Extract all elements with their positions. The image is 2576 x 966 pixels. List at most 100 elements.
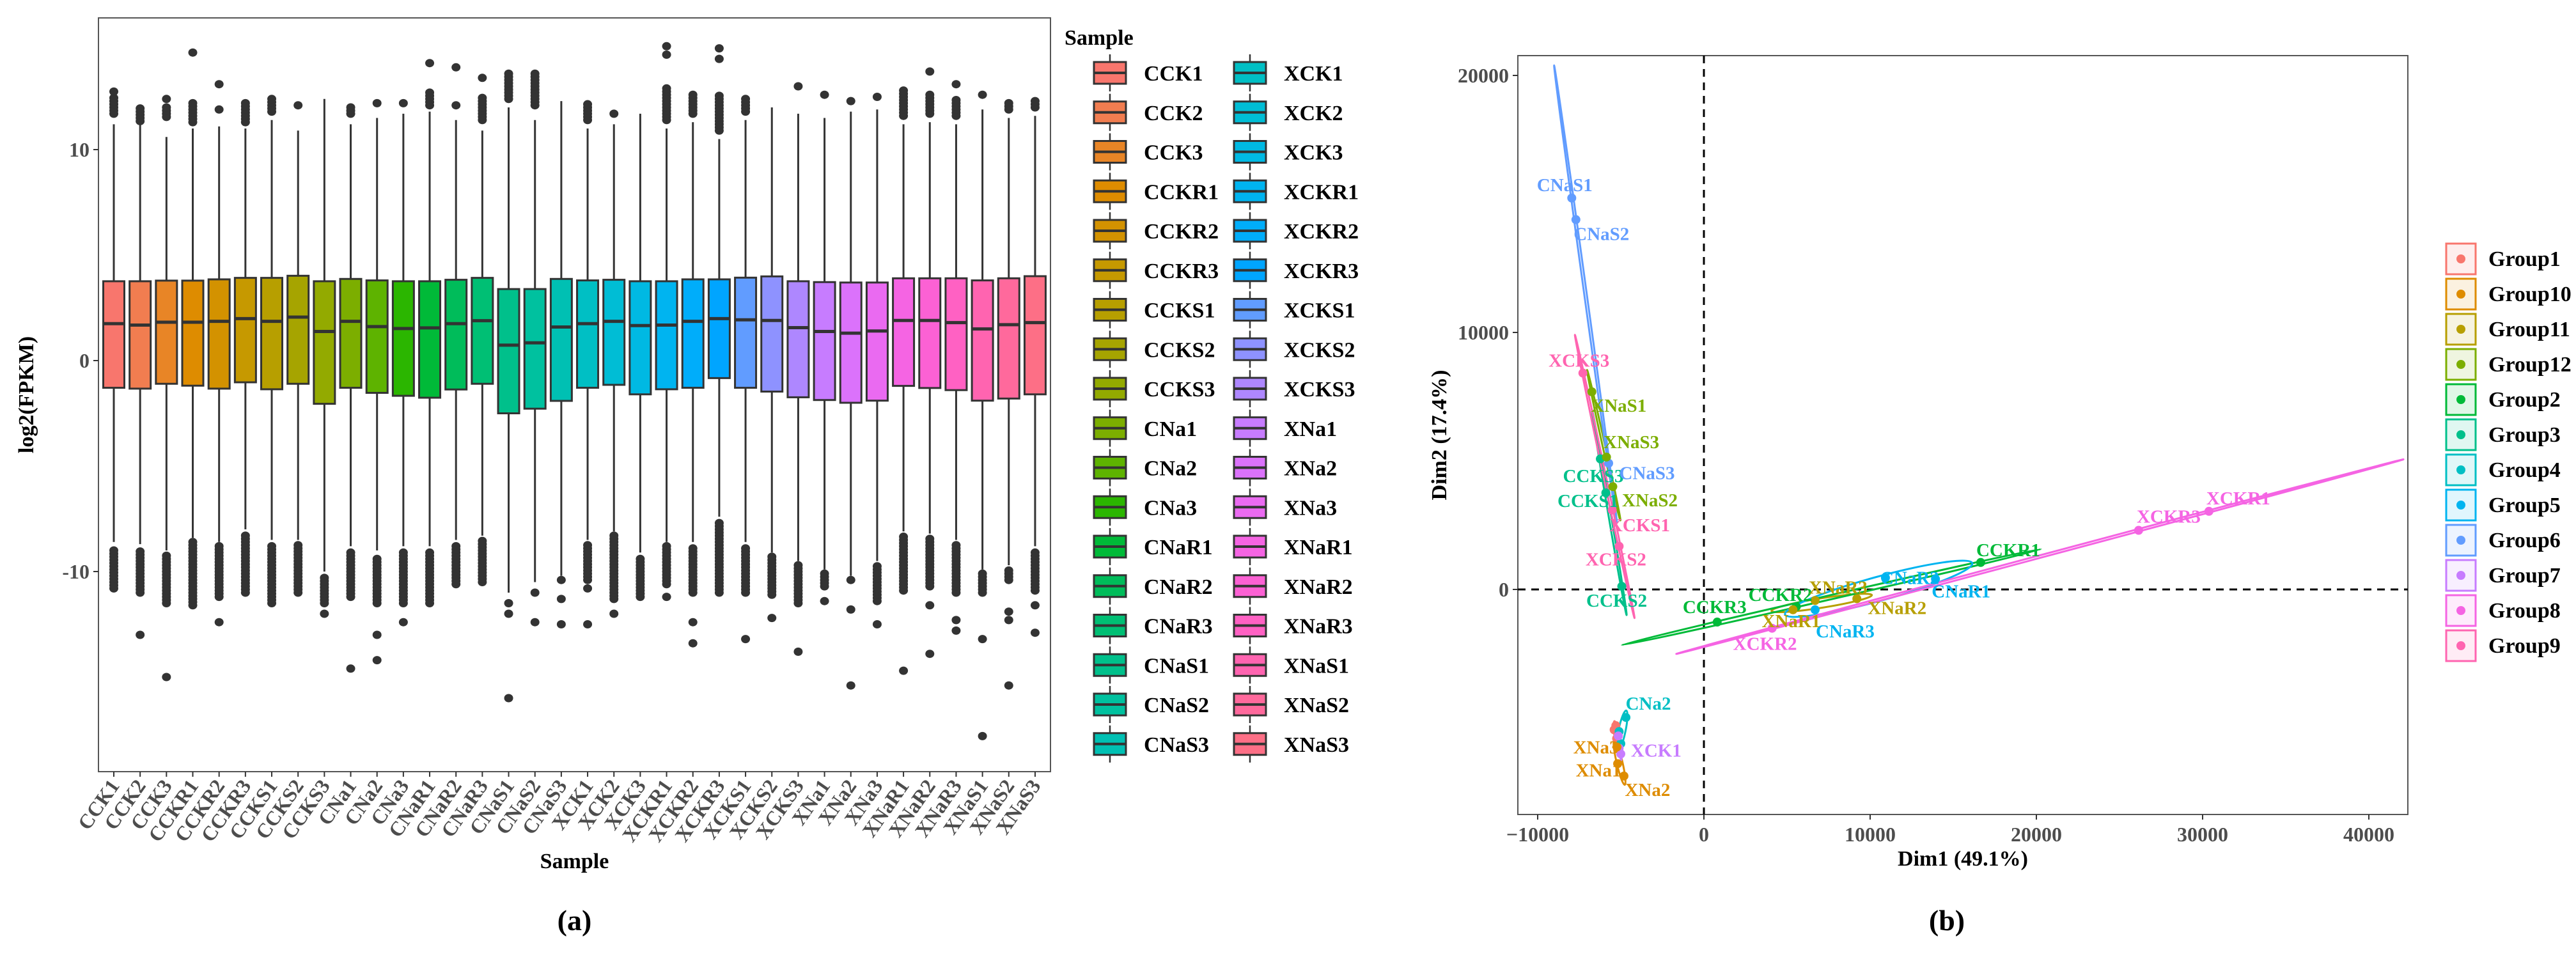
legend-label: CNaS2: [1144, 694, 1209, 717]
outlier-point: [346, 664, 355, 673]
outlier-point: [136, 547, 145, 556]
box-XCKS3: [786, 82, 810, 656]
box-iqr: [497, 288, 520, 414]
x-tick-label: 10000: [1845, 823, 1896, 846]
outlier-point: [872, 93, 882, 101]
outlier-point: [846, 575, 855, 584]
y-tick-label: -10: [62, 560, 90, 583]
box-XNa2: [839, 97, 863, 690]
point-label: XNaS3: [1604, 432, 1659, 453]
legend-label: XCKR2: [1284, 220, 1359, 244]
outlier-point: [478, 93, 487, 102]
outlier-point: [372, 656, 382, 665]
outlier-point: [188, 98, 198, 107]
outlier-point: [767, 614, 777, 623]
data-point: [1567, 193, 1577, 203]
legend-label: Group11: [2488, 318, 2570, 341]
legend-item-XCK2: XCK2: [1233, 93, 1343, 131]
legend-key-point: [2456, 430, 2465, 439]
legend-key-point: [2456, 395, 2465, 404]
panel-b-pca-scatter: −10000 0 10000 20000 30000 40000 0 10000 20000 CC…: [1428, 55, 2572, 937]
outlier-point: [978, 90, 987, 99]
box-iqr: [681, 278, 705, 389]
confidence-ellipse-group11: [1770, 593, 1873, 614]
box-iqr: [760, 275, 784, 393]
data-point: [1578, 368, 1588, 378]
outlier-point: [372, 630, 382, 639]
data-point: [1880, 573, 1890, 582]
legend-label: CNaS3: [1144, 733, 1209, 757]
outlier-point: [1030, 628, 1040, 637]
outlier-point: [925, 650, 935, 658]
outlier-point: [846, 605, 855, 614]
outlier-point: [820, 569, 829, 578]
data-point: [1614, 541, 1624, 551]
data-point: [1601, 488, 1611, 497]
x-tick-label: 0: [1699, 823, 1709, 846]
legend-item-XCKS2: XCKS2: [1233, 331, 1355, 368]
legend-item-CCKS3: CCKS3: [1093, 370, 1215, 407]
x-tick-label: 40000: [2343, 823, 2394, 846]
outlier-point: [609, 531, 619, 540]
outlier-point: [688, 639, 698, 648]
outlier-point: [1004, 566, 1013, 575]
outlier-point: [951, 541, 961, 550]
point-label: XCKR2: [1733, 634, 1797, 655]
outlier-point: [240, 98, 250, 107]
confidence-ellipse-group2: [1621, 548, 2042, 646]
box-XNaR2: [918, 67, 942, 658]
point-label: CCKR3: [1683, 597, 1747, 618]
outlier-point: [109, 87, 118, 96]
box-CCK1: [102, 87, 125, 593]
confidence-ellipse-group9: [1573, 334, 1636, 619]
point-label: CCKR1: [1976, 540, 2040, 561]
point-label: CCKS2: [1586, 591, 1647, 611]
box-iqr: [1023, 275, 1047, 396]
box-XCKS1: [734, 95, 758, 644]
legend-key-point: [2456, 325, 2465, 334]
outlier-point: [214, 541, 224, 550]
box-iqr: [523, 288, 547, 410]
outlier-point: [504, 599, 513, 607]
data-point: [1607, 505, 1617, 515]
point-label: XCKR3: [2137, 507, 2201, 527]
outlier-point: [662, 84, 671, 93]
legend-label: Group10: [2488, 283, 2572, 306]
data-point: [1810, 605, 1820, 614]
legend-key-point: [2456, 641, 2465, 650]
legend-key-point: [2456, 606, 2465, 615]
legend-item-CCK3: CCK3: [1093, 133, 1203, 171]
box-CNaR1: [418, 59, 442, 607]
outlier-point: [478, 74, 487, 82]
box-iqr: [918, 277, 942, 389]
box-XCKS2: [760, 107, 784, 623]
legend-item-CCKS2: CCKS2: [1093, 331, 1215, 368]
legend-key-box: [2445, 242, 2477, 276]
outlier-point: [583, 620, 593, 628]
legend-label: CNaR3: [1144, 615, 1213, 639]
point-label: CCKR2: [1749, 585, 1813, 605]
box-iqr: [707, 278, 731, 379]
box-CNa2: [365, 98, 389, 665]
outlier-point: [714, 54, 724, 63]
data-point: [1621, 713, 1631, 722]
outlier-point: [188, 48, 198, 57]
box-iqr: [576, 279, 600, 389]
legend-key-point: [2456, 501, 2465, 510]
legend-label: Group7: [2488, 564, 2561, 588]
x-tick-label: −10000: [1506, 823, 1569, 846]
point-label: XNaR3: [1809, 577, 1868, 598]
legend-label: CNa3: [1144, 496, 1197, 520]
legend-label: CNaS1: [1144, 654, 1209, 678]
legend-item-CCKR1: CCKR1: [1093, 173, 1219, 210]
plot-area-a: [98, 17, 1051, 772]
legend-label: Group2: [2488, 388, 2561, 412]
outlier-point: [425, 88, 435, 97]
data-point: [1619, 771, 1628, 781]
box-iqr: [944, 277, 968, 391]
box-XCKR1: [655, 42, 678, 602]
box-iqr: [233, 277, 257, 384]
outlier-point: [846, 681, 855, 690]
data-point: [2204, 506, 2213, 516]
legend-item-XCKS1: XCKS1: [1233, 291, 1355, 329]
